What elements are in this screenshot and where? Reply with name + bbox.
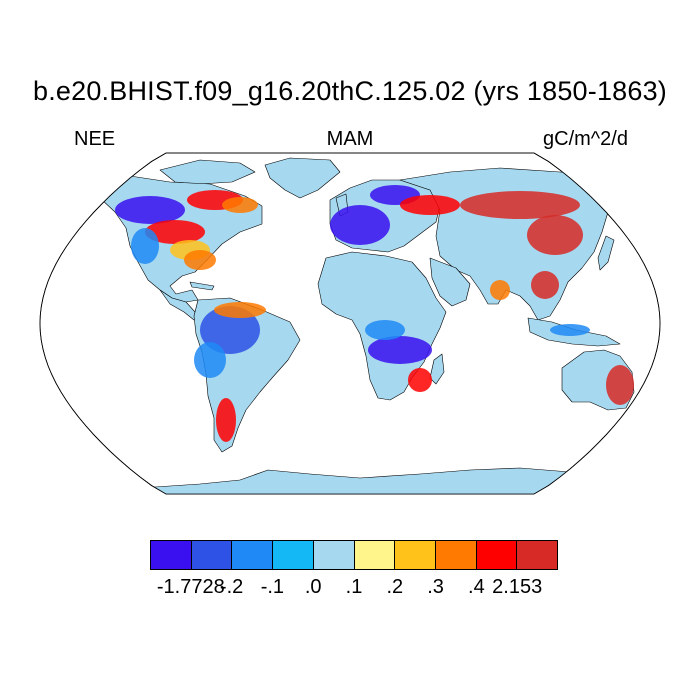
colorbar-label-2: -.1 bbox=[260, 576, 285, 598]
patch-europe-blue bbox=[330, 205, 390, 245]
season-label: MAM bbox=[326, 128, 374, 150]
patch-patagonia-red bbox=[216, 398, 236, 442]
patch-brazil-blue bbox=[194, 342, 226, 378]
patch-se-us bbox=[184, 250, 216, 270]
colorbar-swatch-4 bbox=[313, 541, 355, 569]
colorbar-swatch-5 bbox=[354, 541, 396, 569]
colorbar bbox=[150, 540, 558, 570]
land-greenland bbox=[264, 157, 341, 199]
patch-africa-south-blue bbox=[368, 336, 432, 364]
patch-china-red bbox=[527, 215, 583, 255]
colorbar-label-5: .2 bbox=[386, 576, 404, 598]
patch-australia-east-red bbox=[606, 365, 634, 405]
patch-se-asia-red bbox=[531, 271, 559, 299]
plot-title: b.e20.BHIST.f09_g16.20thC.125.02 (yrs 18… bbox=[32, 76, 667, 106]
patch-nw-america-blue bbox=[115, 196, 185, 224]
patch-nz-red bbox=[642, 401, 660, 425]
patch-india-orange bbox=[490, 280, 510, 300]
colorbar-swatch-1 bbox=[191, 541, 233, 569]
patch-america-red bbox=[145, 220, 205, 244]
colorbar-swatch-6 bbox=[395, 541, 436, 569]
patch-s-africa-red bbox=[408, 368, 432, 392]
patch-n-south-america bbox=[214, 302, 266, 318]
colorbar-label-7: .4 bbox=[468, 576, 485, 598]
colorbar-label-8: 2.153 bbox=[492, 576, 543, 598]
land-japan bbox=[597, 235, 615, 271]
land-new-zealand bbox=[635, 399, 660, 433]
patch-africa-central bbox=[365, 320, 405, 340]
colorbar-swatch-8 bbox=[476, 541, 518, 569]
colorbar-swatch-2 bbox=[232, 541, 274, 569]
patch-amazon-blue bbox=[200, 306, 260, 354]
colorbar-label-4: .1 bbox=[345, 576, 363, 598]
patch-russia-west-red bbox=[400, 195, 460, 215]
colorbar-label-1: -.2 bbox=[219, 576, 244, 598]
colorbar-swatch-3 bbox=[273, 541, 314, 569]
colorbar-swatch-0 bbox=[151, 541, 192, 569]
colorbar-swatch-9 bbox=[517, 541, 558, 569]
map-outline bbox=[39, 152, 661, 495]
patch-indonesia-blue bbox=[550, 324, 590, 336]
land-arabia bbox=[429, 257, 471, 307]
variable-label: NEE bbox=[74, 128, 116, 150]
nee-anomaly-patches bbox=[115, 185, 660, 442]
units-label: gC/m^2/d bbox=[543, 128, 628, 150]
colorbar-label-3: .0 bbox=[304, 576, 322, 598]
colorbar-label-0: -1.7728 bbox=[156, 576, 225, 598]
patch-west-us-blue bbox=[131, 228, 159, 264]
land-cuba bbox=[189, 281, 215, 291]
colorbar-label-6: .3 bbox=[427, 576, 444, 598]
patch-siberia-red bbox=[460, 191, 580, 219]
colorbar-swatch-7 bbox=[435, 541, 477, 569]
patch-quebec bbox=[222, 197, 258, 213]
